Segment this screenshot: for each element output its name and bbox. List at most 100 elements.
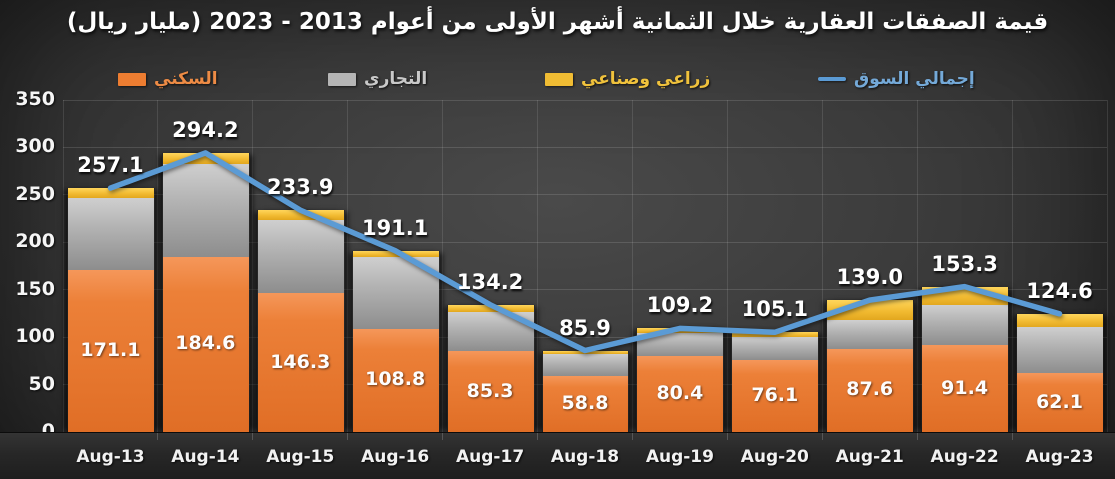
total-value-label-aug-18: 85.9: [559, 315, 611, 340]
segment-residential-aug-14: [162, 256, 249, 432]
bar-aug-19: [636, 328, 725, 432]
bar-aug-18: [541, 350, 630, 432]
bar-aug-17: [446, 304, 535, 432]
gridline-y-150: [63, 289, 1107, 291]
total-value-label-aug-20: 105.1: [741, 297, 809, 322]
bar-aug-21: [826, 300, 915, 432]
x-axis-tick-4: [442, 433, 444, 440]
segment-agri-industrial-aug-17: [447, 304, 534, 313]
x-axis-label-aug-23: Aug-23: [1025, 447, 1094, 467]
y-axis-label-350: 350: [15, 88, 55, 110]
y-axis-label-50: 50: [28, 372, 55, 395]
gridline-y-100: [63, 336, 1107, 338]
bar-aug-16: [351, 250, 440, 432]
x-axis-label-aug-22: Aug-22: [930, 447, 999, 467]
total-value-label-aug-23: 124.6: [1026, 278, 1093, 303]
gridline-x-4: [442, 100, 444, 432]
gridline-x-7: [726, 100, 728, 432]
gridline-x-2: [252, 100, 254, 432]
residential-value-label-aug-16: 108.8: [365, 368, 426, 391]
gridline-x-0: [62, 100, 64, 432]
segment-residential-aug-23: [1017, 373, 1103, 432]
residential-value-label-aug-20: 76.1: [751, 383, 799, 406]
x-axis-tick-6: [631, 433, 633, 440]
legend-label-commercial: التجاري: [364, 69, 428, 89]
bar-aug-13: [67, 188, 155, 432]
x-axis-label-aug-17: Aug-17: [456, 447, 525, 467]
x-axis-tick-1: [157, 433, 159, 440]
segment-commercial-aug-13: [68, 197, 154, 270]
x-axis-tick-8: [821, 433, 823, 440]
x-axis-tick-2: [252, 433, 254, 440]
legend-box-swatch-residential: [118, 72, 146, 86]
segment-agri-industrial-aug-15: [257, 210, 344, 220]
segment-commercial-aug-14: [162, 164, 249, 257]
segment-residential-aug-16: [352, 328, 439, 432]
segment-commercial-aug-19: [637, 333, 724, 356]
residential-value-label-aug-22: 91.4: [941, 376, 989, 399]
x-axis-label-aug-21: Aug-21: [835, 447, 904, 467]
gridline-x-3: [347, 100, 349, 432]
bar-aug-23: [1016, 313, 1104, 432]
legend-label-total-market: إجمالي السوق: [854, 69, 975, 89]
gridline-x-5: [537, 100, 539, 432]
segment-commercial-aug-15: [257, 219, 344, 294]
x-axis-tick-3: [347, 433, 349, 440]
segment-residential-aug-18: [542, 376, 629, 432]
x-axis-band: [0, 432, 1115, 479]
total-value-label-aug-19: 109.2: [646, 293, 714, 318]
y-axis-label-150: 150: [15, 277, 55, 300]
x-axis-label-aug-14: Aug-14: [171, 447, 240, 467]
x-axis-tick-10: [1011, 433, 1013, 440]
residential-value-label-aug-23: 62.1: [1036, 390, 1083, 413]
segment-commercial-aug-18: [542, 354, 629, 377]
total-value-label-aug-16: 191.1: [361, 215, 429, 240]
segment-residential-aug-17: [447, 351, 534, 432]
bar-aug-14: [161, 152, 250, 432]
bar-aug-15: [256, 210, 345, 432]
gridline-x-10: [1011, 100, 1013, 432]
segment-residential-aug-22: [922, 345, 1009, 432]
segment-commercial-aug-21: [827, 320, 914, 349]
gridline-x-1: [157, 100, 159, 432]
legend-item-residential: السكني: [118, 68, 218, 90]
residential-value-label-aug-14: 184.6: [175, 332, 236, 355]
residential-value-label-aug-19: 80.4: [656, 381, 704, 404]
segment-residential-aug-19: [637, 355, 724, 432]
y-axis-label-100: 100: [15, 325, 55, 348]
segment-agri-industrial-aug-14: [162, 152, 249, 165]
gridline-y-250: [63, 194, 1107, 196]
y-axis-label-250: 250: [15, 182, 55, 205]
gridline-y-200: [63, 241, 1107, 243]
residential-value-label-aug-17: 85.3: [466, 379, 514, 402]
bar-aug-22: [921, 286, 1010, 432]
x-axis-tick-9: [916, 433, 918, 440]
x-axis-label-aug-18: Aug-18: [550, 447, 620, 467]
segment-agri-industrial-aug-13: [68, 188, 154, 198]
y-axis-label-300: 300: [15, 135, 55, 158]
legend-box-swatch-commercial: [328, 72, 356, 86]
segment-agri-industrial-aug-23: [1017, 313, 1103, 328]
total-value-label-aug-15: 233.9: [267, 175, 334, 200]
gridline-x-11: [1106, 100, 1108, 432]
legend-box-swatch-agri-industrial: [545, 72, 573, 86]
segment-commercial-aug-20: [732, 337, 819, 360]
segment-residential-aug-13: [68, 269, 154, 432]
gridline-x-9: [916, 100, 918, 432]
segment-residential-aug-21: [827, 348, 914, 432]
legend-label-residential: السكني: [154, 69, 218, 89]
residential-value-label-aug-18: 58.8: [561, 392, 609, 415]
x-axis-label-aug-16: Aug-16: [361, 447, 430, 467]
x-axis-tick-7: [726, 433, 728, 440]
x-axis-label-aug-15: Aug-15: [266, 447, 335, 467]
total-value-label-aug-13: 257.1: [77, 153, 144, 178]
total-value-label-aug-22: 153.3: [931, 251, 998, 276]
legend-item-commercial: التجاري: [328, 68, 427, 90]
gridline-x-6: [631, 100, 633, 432]
segment-commercial-aug-23: [1017, 327, 1103, 374]
gridline-x-8: [821, 100, 823, 432]
gridline-y-300: [63, 146, 1107, 148]
legend-label-agri-industrial: زراعي وصناعي: [581, 69, 711, 89]
